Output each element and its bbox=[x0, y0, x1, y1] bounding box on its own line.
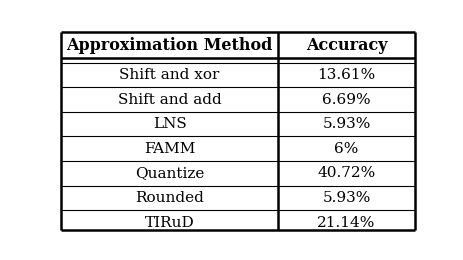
Text: 6%: 6% bbox=[334, 142, 358, 156]
Text: Quantize: Quantize bbox=[135, 166, 204, 180]
Text: 13.61%: 13.61% bbox=[317, 68, 375, 82]
Text: Shift and add: Shift and add bbox=[118, 93, 221, 107]
Text: TIRuD: TIRuD bbox=[144, 216, 194, 230]
Text: 5.93%: 5.93% bbox=[322, 117, 370, 131]
Text: Shift and xor: Shift and xor bbox=[119, 68, 219, 82]
Text: Rounded: Rounded bbox=[135, 191, 204, 205]
Text: 6.69%: 6.69% bbox=[322, 93, 370, 107]
Text: Approximation Method: Approximation Method bbox=[66, 37, 272, 54]
Text: FAMM: FAMM bbox=[144, 142, 195, 156]
Text: 21.14%: 21.14% bbox=[317, 216, 375, 230]
Text: 40.72%: 40.72% bbox=[317, 166, 375, 180]
Text: Accuracy: Accuracy bbox=[305, 37, 387, 54]
Text: 5.93%: 5.93% bbox=[322, 191, 370, 205]
Text: LNS: LNS bbox=[152, 117, 186, 131]
